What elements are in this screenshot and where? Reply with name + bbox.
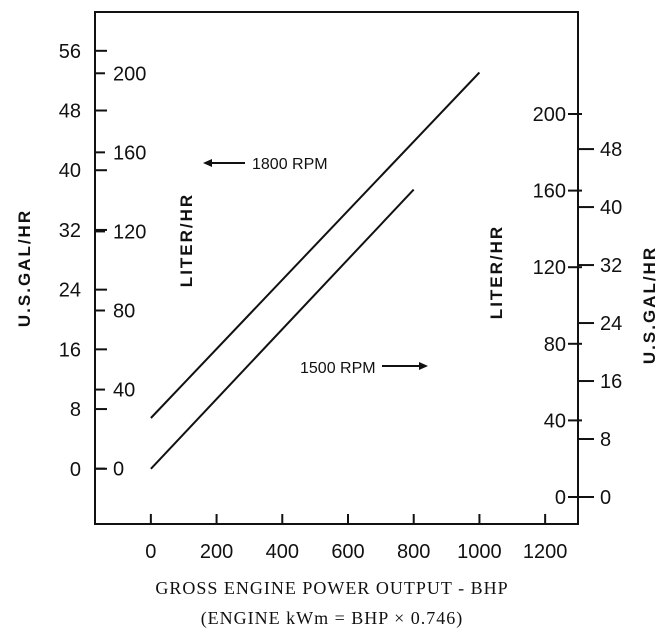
- right-outer-axis-title: U.S.GAL/HR: [640, 246, 659, 364]
- right-gal-tick-label: 40: [600, 197, 622, 219]
- series-line-1500-rpm: [150, 188, 415, 470]
- left-inner-axis-title: LITER/HR: [177, 193, 196, 287]
- annotation-1500: 1500 RPM: [300, 360, 428, 377]
- annotation-1500-label: 1500 RPM: [300, 360, 376, 377]
- left-gal-tick-label: 32: [59, 220, 81, 242]
- right-gal-tick-label: 48: [600, 139, 622, 161]
- left-gal-axis: 0 8 16 24 32 40 48 56: [59, 41, 107, 481]
- left-gal-tick-label: 40: [59, 160, 81, 182]
- right-liter-tick-label: 160: [533, 181, 566, 203]
- x-tick-label: 1200: [523, 541, 568, 563]
- left-outer-axis-title: U.S.GAL/HR: [15, 209, 34, 327]
- x-tick-label: 600: [331, 541, 364, 563]
- right-gal-tick-label: 0: [600, 487, 611, 509]
- annotation-1800: 1800 RPM: [203, 156, 328, 173]
- right-liter-tick-label: 80: [544, 334, 566, 356]
- left-liter-tick-label: 80: [113, 301, 135, 323]
- right-liter-tick-label: 200: [533, 104, 566, 126]
- left-gal-tick-label: 16: [59, 339, 81, 361]
- x-axis-subtitle: (ENGINE kWm = BHP × 0.746): [201, 608, 464, 629]
- left-liter-tick-label: 40: [113, 380, 135, 402]
- right-liter-tick-label: 40: [544, 410, 566, 432]
- annotation-1800-label: 1800 RPM: [252, 156, 328, 173]
- x-tick-label: 800: [397, 541, 430, 563]
- x-axis-title: GROSS ENGINE POWER OUTPUT - BHP: [155, 578, 508, 598]
- right-gal-tick-label: 8: [600, 429, 611, 451]
- left-liter-axis: 0 40 80 120 160 200: [95, 63, 146, 481]
- left-gal-tick-label: 0: [70, 459, 81, 481]
- right-gal-axis: 0 8 16 24 32 40 48: [578, 139, 622, 509]
- left-gal-tick-label: 48: [59, 101, 81, 123]
- right-liter-tick-label: 120: [533, 257, 566, 279]
- left-gal-tick-label: 24: [59, 280, 81, 302]
- left-liter-tick-label: 0: [113, 459, 124, 481]
- x-tick-label: 1000: [457, 541, 502, 563]
- x-tick-label: 200: [200, 541, 233, 563]
- right-gal-tick-label: 32: [600, 255, 622, 277]
- x-tick-label: 400: [266, 541, 299, 563]
- series-lines: [150, 71, 481, 470]
- x-axis: 0 200 400 600 800 1000 1200: [145, 514, 567, 563]
- x-tick-label: 0: [145, 541, 156, 563]
- right-gal-tick-label: 24: [600, 313, 622, 335]
- right-liter-axis: 0 40 80 120 160 200: [533, 104, 582, 509]
- left-liter-tick-label: 120: [113, 221, 146, 243]
- left-liter-tick-label: 160: [113, 142, 146, 164]
- series-line-1800-rpm: [150, 71, 481, 419]
- right-gal-tick-label: 16: [600, 371, 622, 393]
- right-inner-axis-title: LITER/HR: [487, 225, 506, 319]
- right-liter-tick-label: 0: [555, 487, 566, 509]
- left-liter-tick-label: 200: [113, 63, 146, 85]
- left-gal-tick-label: 8: [70, 399, 81, 421]
- left-gal-tick-label: 56: [59, 41, 81, 63]
